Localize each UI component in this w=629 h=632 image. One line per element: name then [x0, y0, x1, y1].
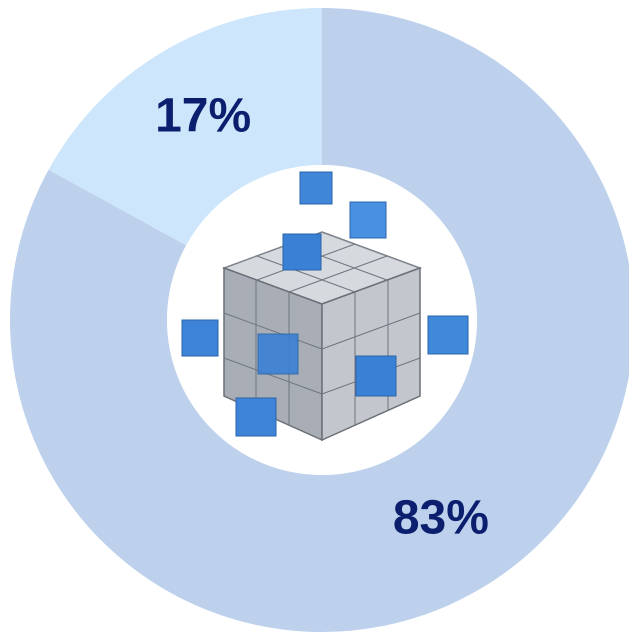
labels: 83% 17% — [155, 90, 489, 545]
donut-segment — [48, 8, 322, 246]
donut-segment — [10, 8, 629, 632]
cube-illustration — [181, 171, 469, 442]
segments — [10, 8, 629, 632]
value-label: 83% — [393, 492, 489, 545]
value-label: 17% — [155, 90, 251, 143]
